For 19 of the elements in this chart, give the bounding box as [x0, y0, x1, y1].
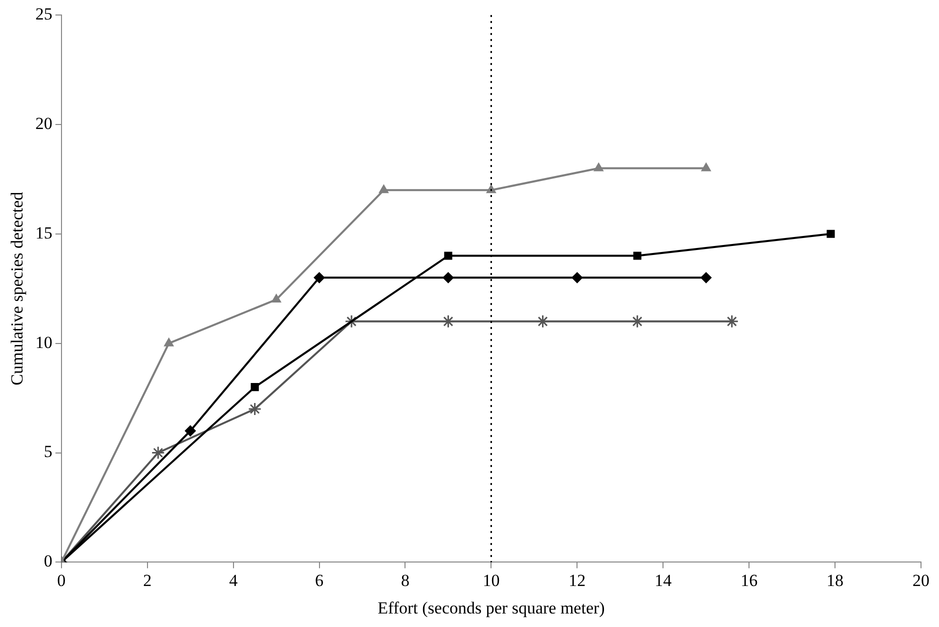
x-tick-label: 20: [912, 570, 930, 590]
x-axis-title: Effort (seconds per square meter): [378, 598, 605, 618]
x-tick-label: 8: [400, 570, 410, 590]
y-tick-label: 5: [44, 442, 52, 462]
x-tick-label: 18: [826, 570, 844, 590]
y-axis-title: Cumulative species detected: [8, 191, 27, 386]
x-tick-label: 0: [57, 570, 66, 590]
x-tick-label: 12: [568, 570, 586, 590]
x-tick-label: 14: [654, 570, 672, 590]
y-tick-label: 15: [35, 223, 52, 242]
y-tick-label: 0: [44, 552, 52, 571]
x-tick-label: 6: [315, 570, 324, 590]
x-tick-label: 10: [482, 570, 500, 590]
x-tick-label: 2: [143, 570, 152, 590]
x-tick-label: 16: [740, 570, 758, 590]
y-tick-label: 10: [35, 332, 52, 352]
x-tick-label: 4: [229, 570, 238, 590]
y-tick-label: 25: [35, 4, 52, 24]
y-tick-label: 20: [35, 114, 52, 133]
